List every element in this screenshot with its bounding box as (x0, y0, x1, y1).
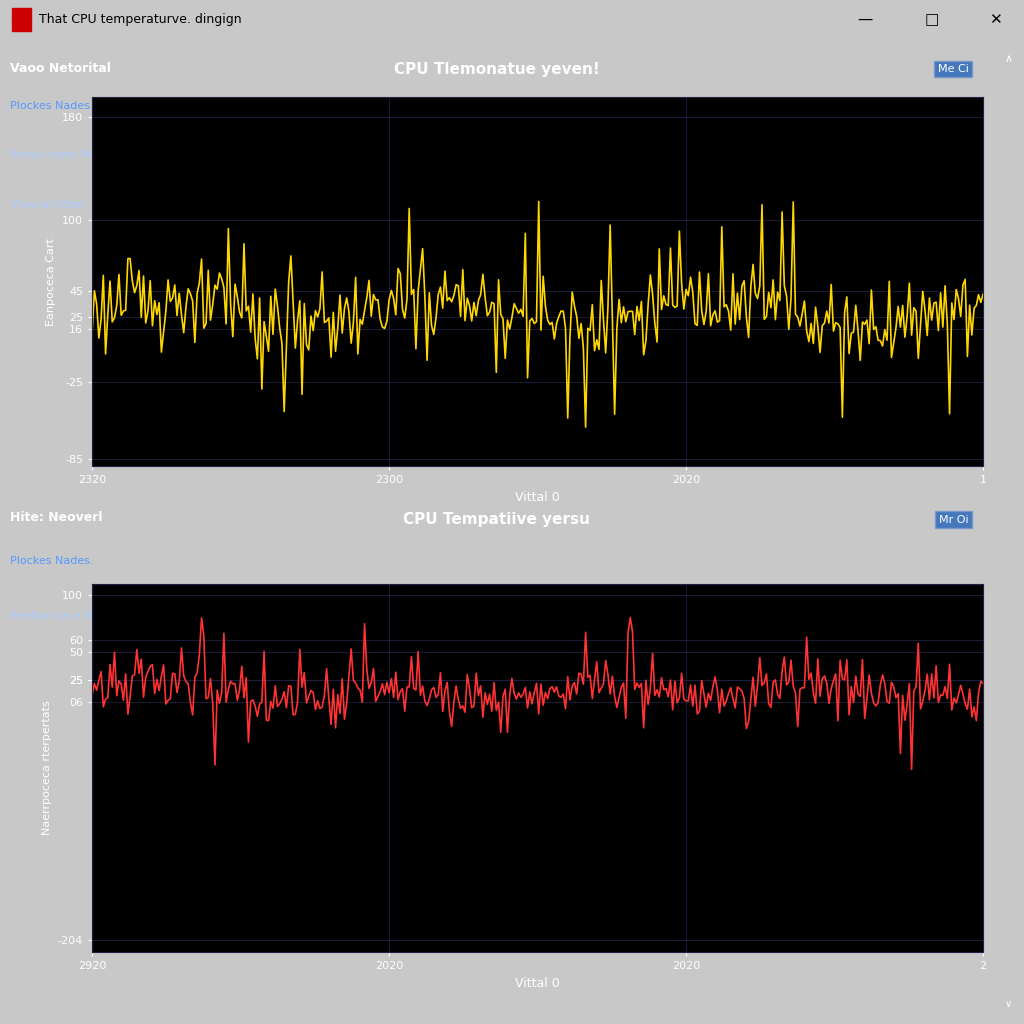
Text: ✕: ✕ (989, 12, 1001, 27)
Text: That CPU temperaturve. dingign: That CPU temperaturve. dingign (39, 13, 242, 26)
Text: Reoltan an e Nlee Valas: Reoltan an e Nlee Valas (10, 610, 142, 621)
Text: □: □ (925, 12, 939, 27)
Y-axis label: Naerrpoceca rterpertats: Naerrpoceca rterpertats (42, 700, 52, 836)
Text: Plockes Nades.: Plockes Nades. (10, 556, 94, 566)
Text: Vaoo Netorital: Vaoo Netorital (10, 62, 112, 76)
Y-axis label: Eanpoceca Cart: Eanpoceca Cart (46, 238, 56, 326)
Text: CPU Tlemonatue yeven!: CPU Tlemonatue yeven! (394, 61, 599, 77)
X-axis label: Vittal 0: Vittal 0 (515, 490, 560, 504)
Bar (12, 8, 31, 31)
Text: Vileural Etfier: Vileural Etfier (10, 200, 86, 210)
Text: —: — (858, 12, 872, 27)
X-axis label: Vittal 0: Vittal 0 (515, 977, 560, 990)
Text: ∨: ∨ (1006, 999, 1012, 1010)
Text: Hite: Neoverl: Hite: Neoverl (10, 512, 102, 524)
Text: Plockes Nades.: Plockes Nades. (10, 100, 94, 111)
Text: Wrnis chens Masser: Wrnis chens Masser (10, 151, 121, 161)
Text: Mr Oi: Mr Oi (939, 515, 969, 524)
Text: ∧: ∧ (1005, 53, 1013, 63)
Text: Me Ci: Me Ci (938, 65, 969, 74)
Text: CPU Tempatiive yersu: CPU Tempatiive yersu (403, 512, 590, 527)
